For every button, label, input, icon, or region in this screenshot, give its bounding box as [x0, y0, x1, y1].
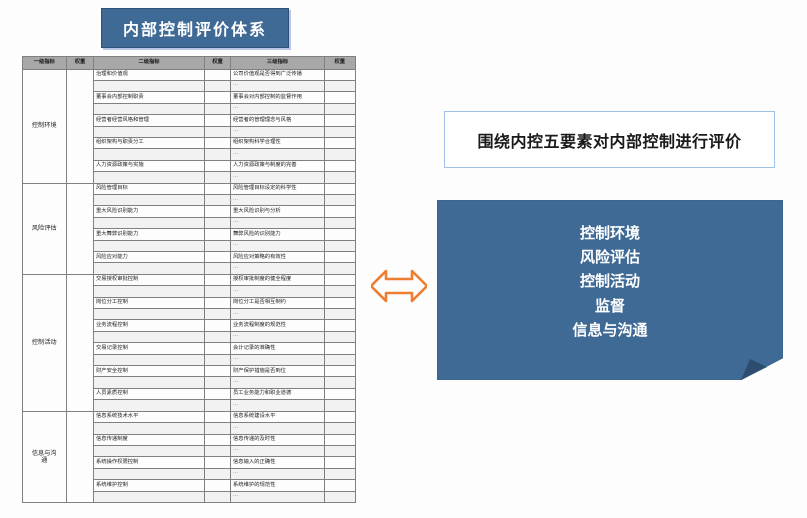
- svg-text:信息与沟通: 信息与沟通: [572, 321, 647, 339]
- svg-text:控制环境: 控制环境: [580, 224, 640, 242]
- svg-text:控制活动: 控制活动: [580, 272, 640, 290]
- svg-text:监督: 监督: [595, 297, 625, 315]
- svg-text:风险评估: 风险评估: [580, 248, 640, 266]
